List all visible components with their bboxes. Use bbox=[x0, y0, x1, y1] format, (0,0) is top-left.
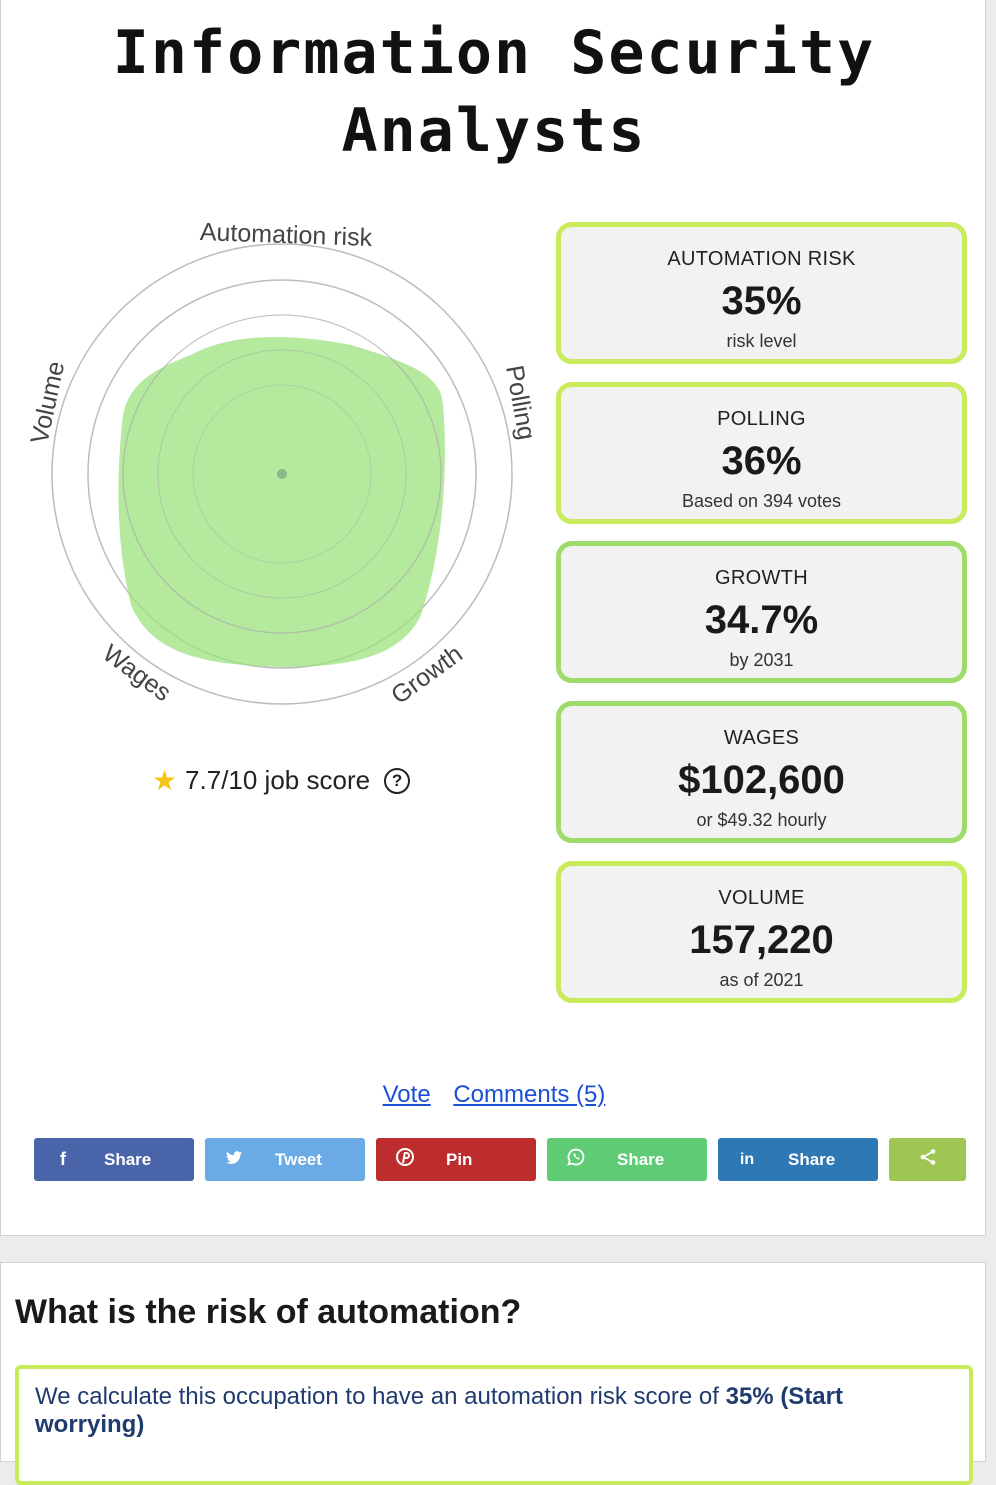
share-bar: f Share Tweet Pin Share in Share bbox=[34, 1138, 966, 1181]
risk-summary-box: We calculate this occupation to have an … bbox=[15, 1365, 973, 1485]
radar-ring-2 bbox=[87, 279, 477, 669]
pinterest-icon bbox=[376, 1148, 434, 1171]
pinterest-pin-button[interactable]: Pin bbox=[376, 1138, 536, 1181]
facebook-share-button[interactable]: f Share bbox=[34, 1138, 194, 1181]
radar-center bbox=[277, 469, 287, 479]
radar-ring-3 bbox=[122, 314, 442, 634]
job-card: Information Security Analysts Automation… bbox=[0, 0, 986, 1236]
stat-wages: WAGES $102,600 or $49.32 hourly bbox=[556, 701, 967, 843]
star-icon: ★ bbox=[151, 765, 178, 796]
job-score-text: 7.7/10 job score bbox=[185, 765, 371, 795]
comments-link[interactable]: Comments (5) bbox=[453, 1081, 606, 1108]
stat-polling: POLLING 36% Based on 394 votes bbox=[556, 382, 967, 524]
risk-score: 35% (Start worrying) bbox=[35, 1383, 843, 1438]
axis-label-growth: Growth bbox=[386, 640, 468, 710]
radar-ring-5 bbox=[192, 384, 372, 564]
risk-summary: We calculate this occupation to have an … bbox=[35, 1383, 843, 1438]
linkedin-icon: in bbox=[739, 1150, 755, 1168]
axis-label-automation: Automation risk bbox=[199, 218, 373, 252]
vote-links: Vote Comments (5) bbox=[1, 1081, 987, 1109]
stat-growth: GROWTH 34.7% by 2031 bbox=[556, 541, 967, 683]
share-icon bbox=[919, 1148, 937, 1171]
stat-volume: VOLUME 157,220 as of 2021 bbox=[556, 861, 967, 1003]
vote-link[interactable]: Vote bbox=[382, 1081, 431, 1108]
whatsapp-share-button[interactable]: Share bbox=[547, 1138, 707, 1181]
linkedin-share-button[interactable]: in Share bbox=[718, 1138, 878, 1181]
risk-heading: What is the risk of automation? bbox=[15, 1293, 522, 1331]
job-score: ★ 7.7/10 job score ? bbox=[1, 764, 561, 797]
radar-chart: Automation risk Polling Growth Wages Vol… bbox=[25, 218, 541, 710]
help-icon[interactable]: ? bbox=[384, 767, 411, 794]
axis-label-polling: Polling bbox=[500, 363, 541, 442]
risk-card: What is the risk of automation? We calcu… bbox=[0, 1262, 986, 1485]
more-share-button[interactable] bbox=[889, 1138, 966, 1181]
facebook-icon: f bbox=[60, 1149, 66, 1169]
stat-automation-risk: AUTOMATION RISK 35% risk level bbox=[556, 222, 967, 364]
radar-ring-4 bbox=[157, 349, 407, 599]
twitter-tweet-button[interactable]: Tweet bbox=[205, 1138, 365, 1181]
whatsapp-icon bbox=[547, 1148, 605, 1171]
axis-label-wages: Wages bbox=[97, 639, 176, 707]
radar-shape bbox=[118, 336, 445, 667]
page-title: Information Security Analysts bbox=[112, 18, 876, 166]
radar-ring-outer bbox=[51, 243, 513, 705]
twitter-icon bbox=[205, 1149, 263, 1170]
